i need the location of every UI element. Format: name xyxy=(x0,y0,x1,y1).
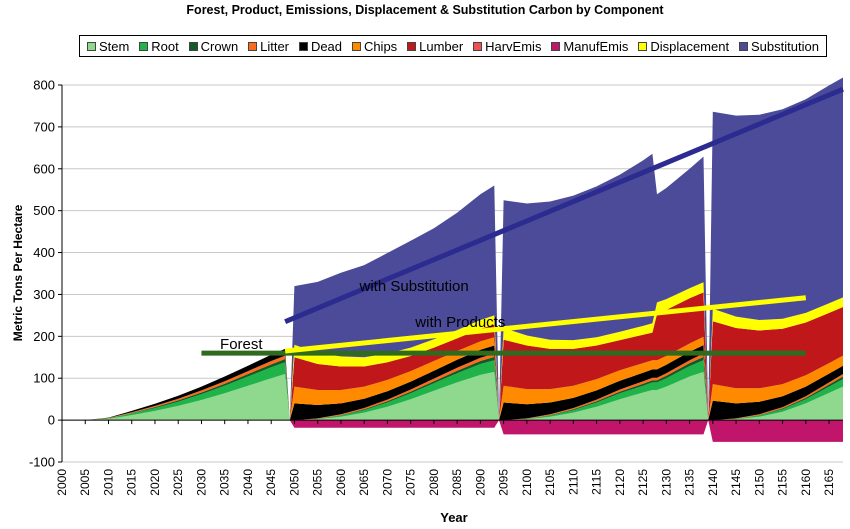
x-tick-label: 2090 xyxy=(473,469,487,496)
x-tick-label: 2080 xyxy=(427,469,441,496)
y-tick-label: 100 xyxy=(33,371,55,386)
legend-label: Stem xyxy=(98,38,130,54)
x-tick-label: 2035 xyxy=(218,469,232,496)
area-stem xyxy=(85,371,843,421)
area-litter xyxy=(85,353,843,421)
x-tick-label: 2125 xyxy=(636,469,650,496)
x-tick-label: 2140 xyxy=(706,469,720,496)
x-tick-label: 2075 xyxy=(404,469,418,496)
area-manufemis xyxy=(85,348,843,442)
x-tick-label: 2045 xyxy=(264,469,278,496)
x-tick-label: 2165 xyxy=(822,469,836,496)
legend-swatch xyxy=(188,41,198,51)
y-tick-label: 200 xyxy=(33,329,55,344)
x-tick-label: 2010 xyxy=(102,469,116,496)
legend-label: HarvEmis xyxy=(485,38,542,54)
area-dead xyxy=(85,345,843,421)
x-tick-label: 2130 xyxy=(659,469,673,496)
x-tick-label: 2155 xyxy=(776,469,790,496)
area-root xyxy=(85,360,843,421)
legend-label: Dead xyxy=(310,38,343,54)
legend-item-crown: Crown xyxy=(188,38,239,54)
legend-label: Root xyxy=(151,38,179,54)
chart-legend: Stem Root Crown Litter Dead Chips Lumber HarvEm… xyxy=(79,35,827,57)
legend-item-stem: Stem xyxy=(86,38,130,54)
legend-label: Chips xyxy=(363,38,398,54)
legend-swatch xyxy=(139,41,149,51)
legend-swatch xyxy=(551,41,561,51)
x-tick-label: 2065 xyxy=(357,469,371,496)
legend-item-substitution: Substitution xyxy=(739,39,819,54)
x-tick-label: 2095 xyxy=(497,469,511,496)
x-tick-label: 2015 xyxy=(125,469,139,496)
x-tick-label: 2040 xyxy=(241,469,255,496)
legend-swatch xyxy=(407,41,417,51)
legend-item-harvemis: HarvEmis xyxy=(473,39,541,54)
x-tick-label: 2055 xyxy=(311,469,325,496)
legend-item-lumber: Lumber xyxy=(407,39,463,54)
trendline-with-products xyxy=(284,295,807,354)
legend-swatch xyxy=(473,41,483,51)
y-tick-label: 0 xyxy=(48,413,55,428)
x-tick-label: 2030 xyxy=(195,469,209,496)
legend-label: ManufEmis xyxy=(563,38,629,54)
y-tick-label: 300 xyxy=(33,287,55,302)
x-tick-label: 2135 xyxy=(683,469,697,496)
x-tick-label: 2060 xyxy=(334,469,348,496)
legend-label: Crown xyxy=(200,38,239,54)
legend-item-displacement: Displacement xyxy=(638,39,729,54)
x-tick-label: 2050 xyxy=(287,469,301,496)
x-tick-label: 2105 xyxy=(543,469,557,496)
x-tick-label: 2110 xyxy=(566,469,580,495)
legend-item-litter: Litter xyxy=(248,39,289,54)
legend-swatch xyxy=(248,41,258,51)
x-tick-label: 2070 xyxy=(380,469,394,496)
legend-swatch xyxy=(351,41,361,51)
x-tick-label: 2145 xyxy=(729,469,743,496)
annotation-with-substitution: with Substitution xyxy=(359,278,469,295)
legend-label: Lumber xyxy=(419,38,464,54)
area-crown xyxy=(85,356,843,421)
legend-swatch xyxy=(86,41,96,51)
y-tick-label: 600 xyxy=(33,161,55,176)
legend-label: Substitution xyxy=(751,38,819,54)
legend-label: Displacement xyxy=(650,38,730,54)
y-axis-label: Metric Tons Per Hectare xyxy=(11,204,25,341)
x-tick-label: 2150 xyxy=(752,469,766,496)
x-tick-label: 2100 xyxy=(520,469,534,496)
annotation-forest: Forest xyxy=(220,336,263,353)
legend-swatch xyxy=(298,41,308,51)
x-tick-label: 2160 xyxy=(799,469,813,496)
chart-title: Forest, Product, Emissions, Displacement… xyxy=(186,3,664,17)
annotation-with-products: with Products xyxy=(414,314,505,331)
legend-item-chips: Chips xyxy=(351,38,398,54)
x-tick-label: 2115 xyxy=(590,469,604,495)
y-tick-label: 800 xyxy=(33,78,55,93)
x-axis-label: Year xyxy=(440,510,467,525)
y-tick-label: -100 xyxy=(29,455,55,470)
y-tick-label: 700 xyxy=(33,119,55,134)
legend-swatch xyxy=(739,41,749,51)
x-tick-label: 2120 xyxy=(613,469,627,496)
x-tick-label: 2020 xyxy=(148,469,162,496)
legend-label: Litter xyxy=(260,38,290,54)
trendline-with-substitution xyxy=(284,86,844,324)
x-tick-label: 2000 xyxy=(55,469,69,496)
legend-item-root: Root xyxy=(139,38,179,54)
legend-swatch xyxy=(638,41,648,51)
legend-item-manufemis: ManufEmis xyxy=(551,39,628,54)
legend-item-dead: Dead xyxy=(298,38,343,54)
x-tick-label: 2025 xyxy=(171,469,185,496)
x-tick-label: 2005 xyxy=(78,469,92,496)
x-tick-label: 2085 xyxy=(450,469,464,496)
y-tick-label: 500 xyxy=(33,203,55,218)
y-tick-label: 400 xyxy=(33,245,55,260)
